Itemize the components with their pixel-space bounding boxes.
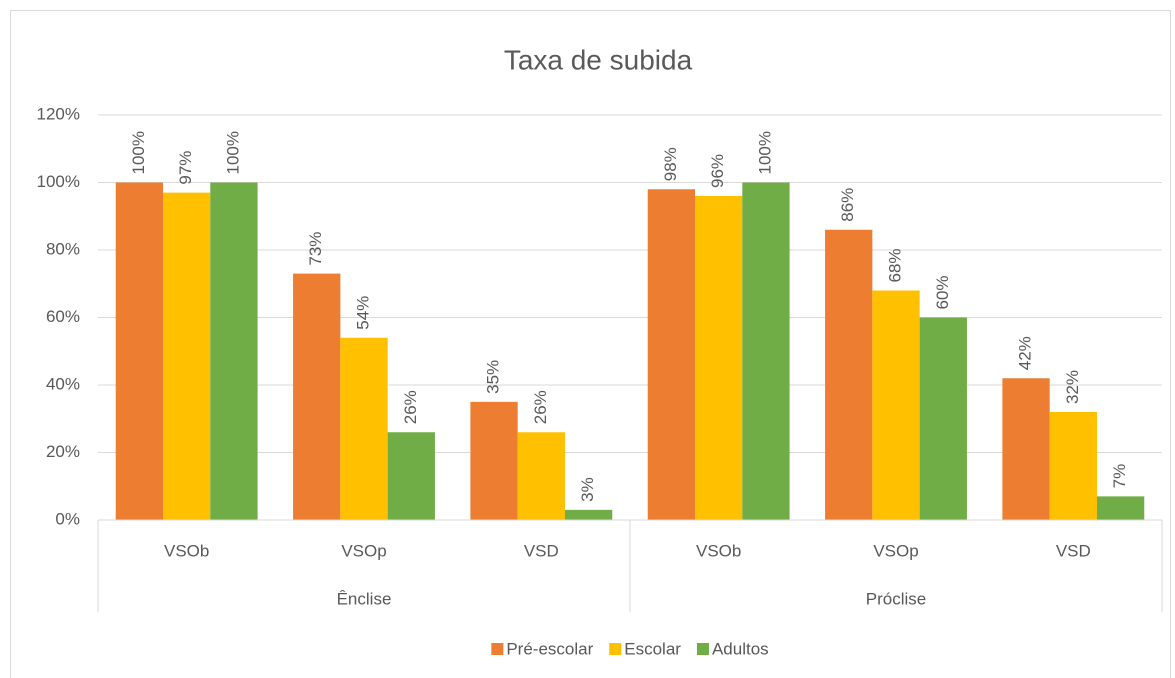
- legend-label: Pré-escolar: [506, 639, 593, 658]
- bar: [564, 509, 613, 520]
- bar: [340, 337, 388, 520]
- legend-swatch: [491, 643, 504, 655]
- legend-swatch: [696, 643, 709, 655]
- bar: [470, 401, 518, 520]
- legend-label: Adultos: [712, 639, 769, 658]
- data-label: 100%: [755, 131, 774, 174]
- bar: [825, 229, 873, 520]
- bar: [872, 290, 920, 520]
- chart-title: Taxa de subida: [504, 44, 693, 75]
- y-tick-label: 0%: [55, 509, 80, 528]
- data-label: 7%: [1110, 464, 1129, 489]
- group-label: Ênclise: [337, 589, 392, 608]
- data-label: 32%: [1063, 370, 1082, 404]
- data-label: 100%: [129, 131, 148, 174]
- x-tick-label: VSOp: [873, 541, 918, 560]
- legend-swatch: [609, 643, 622, 655]
- y-tick-label: 100%: [37, 172, 80, 191]
- bar: [115, 182, 164, 520]
- y-tick-label: 120%: [37, 104, 80, 123]
- x-tick-label: VSOb: [696, 541, 741, 560]
- bar: [293, 273, 341, 520]
- data-label: 35%: [484, 360, 503, 394]
- x-tick-label: VSD: [1056, 541, 1091, 560]
- legend-label: Escolar: [624, 639, 681, 658]
- bar: [647, 189, 696, 520]
- bar: [387, 432, 435, 520]
- y-tick-label: 20%: [46, 442, 80, 461]
- x-tick-label: VSOp: [341, 541, 386, 560]
- y-tick-label: 80%: [46, 239, 80, 258]
- data-label: 97%: [176, 151, 195, 185]
- bar: [163, 192, 211, 520]
- group-label: Próclise: [866, 589, 926, 608]
- data-label: 60%: [933, 275, 952, 309]
- data-label: 42%: [1016, 336, 1035, 370]
- data-label: 26%: [401, 390, 420, 424]
- bar: [210, 182, 258, 520]
- data-label: 3%: [578, 477, 597, 502]
- bar: [695, 196, 743, 520]
- data-label: 73%: [306, 232, 325, 266]
- data-label: 26%: [531, 390, 550, 424]
- data-label: 98%: [661, 147, 680, 181]
- bar: [919, 317, 967, 520]
- bar: [517, 432, 565, 520]
- bar: [1002, 378, 1050, 520]
- data-label: 68%: [885, 248, 904, 282]
- data-label: 86%: [838, 188, 857, 222]
- data-label: 54%: [353, 296, 372, 330]
- bar: [742, 182, 790, 520]
- x-tick-label: VSD: [524, 541, 559, 560]
- x-tick-label: VSOb: [164, 541, 209, 560]
- y-tick-label: 40%: [46, 374, 80, 393]
- y-tick-label: 60%: [46, 307, 80, 326]
- bar: [1096, 496, 1145, 520]
- bar: [1049, 412, 1097, 520]
- data-label: 100%: [223, 131, 242, 174]
- data-label: 96%: [708, 154, 727, 188]
